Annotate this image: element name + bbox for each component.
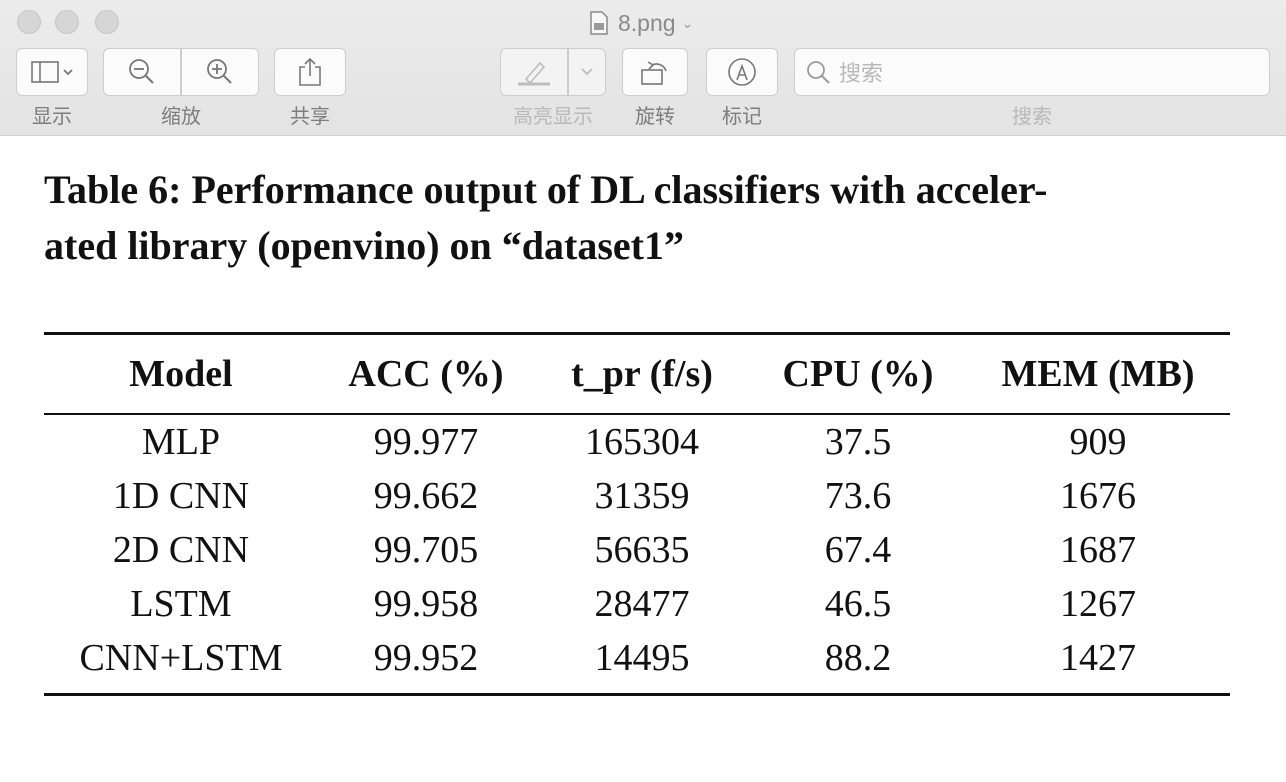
highlighter-icon [518, 61, 550, 86]
rotate-label: 旋转 [635, 106, 675, 128]
cell-acc: 99.662 [373, 475, 479, 517]
table-row: LSTM 99.958 28477 46.5 1267 [44, 577, 1230, 631]
table-row: CNN+LSTM 99.952 14495 88.2 1427 [44, 631, 1230, 685]
cell-mem: 909 [1069, 421, 1127, 463]
rotate-button[interactable] [622, 48, 688, 96]
zoom-out-icon [129, 59, 154, 84]
cell-model: 1D CNN [112, 475, 250, 517]
sidebar-icon [31, 61, 73, 83]
cell-mem: 1427 [1060, 637, 1136, 679]
chevron-down-icon [581, 68, 593, 76]
cell-mem: 1267 [1060, 583, 1136, 625]
share-button[interactable] [274, 48, 346, 96]
table-header-row: Model ACC (%) t_pr (f/s) CPU (%) MEM (MB… [44, 335, 1230, 413]
cell-model: MLP [141, 421, 221, 463]
cell-acc: 99.958 [373, 583, 479, 625]
cell-acc: 99.952 [373, 637, 479, 679]
header-tpr: t_pr (f/s) [571, 353, 713, 395]
close-window-button[interactable] [17, 10, 41, 34]
cell-cpu: 46.5 [824, 583, 892, 625]
view-label: 显示 [32, 106, 72, 128]
cell-cpu: 88.2 [824, 637, 892, 679]
share-label: 共享 [290, 106, 330, 128]
markup-icon [728, 58, 756, 86]
table-caption: Table 6: Performance output of DL classi… [44, 162, 1254, 274]
search-icon [807, 61, 830, 84]
search-input[interactable]: 搜索 [794, 48, 1270, 96]
highlight-label: 高亮显示 [513, 106, 593, 128]
cell-cpu: 73.6 [824, 475, 892, 517]
chevron-down-icon: ⌄ [681, 14, 694, 31]
table-top-rule [44, 332, 1230, 335]
zoom-in-button[interactable] [181, 48, 259, 96]
caption-line-2: ated library (openvino) on “dataset1” [44, 223, 684, 268]
caption-line-1: Table 6: Performance output of DL classi… [44, 167, 1048, 212]
cell-tpr: 14495 [594, 637, 690, 679]
zoom-out-button[interactable] [103, 48, 181, 96]
cell-cpu: 37.5 [824, 421, 892, 463]
cell-mem: 1687 [1060, 529, 1136, 571]
table-row: 1D CNN 99.662 31359 73.6 1676 [44, 469, 1230, 523]
header-acc: ACC (%) [348, 353, 504, 395]
cell-tpr: 165304 [585, 421, 699, 463]
table-mid-rule [44, 413, 1230, 415]
window-title-text: 8.png [618, 9, 676, 36]
cell-model: 2D CNN [112, 529, 250, 571]
cell-model: LSTM [130, 583, 232, 625]
zoom-in-icon [207, 59, 232, 84]
cell-model: CNN+LSTM [79, 637, 283, 679]
highlight-options-button[interactable] [568, 48, 606, 96]
toolbar: 8.png ⌄ 显示 缩放 共享 [0, 0, 1286, 136]
zoom-window-button[interactable] [95, 10, 119, 34]
document-icon [590, 11, 608, 35]
cell-tpr: 56635 [594, 529, 690, 571]
cell-tpr: 28477 [594, 583, 690, 625]
cell-cpu: 67.4 [824, 529, 892, 571]
table-row: MLP 99.977 165304 37.5 909 [44, 415, 1230, 469]
window-title[interactable]: 8.png ⌄ [590, 8, 693, 38]
cell-tpr: 31359 [594, 475, 690, 517]
minimize-window-button[interactable] [55, 10, 79, 34]
search-placeholder: 搜索 [839, 61, 884, 86]
cell-mem: 1676 [1060, 475, 1136, 517]
markup-label: 标记 [722, 106, 762, 128]
header-model: Model [129, 353, 233, 395]
header-cpu: CPU (%) [782, 353, 934, 395]
share-icon [299, 57, 321, 86]
search-label: 搜索 [1012, 106, 1052, 128]
cell-acc: 99.705 [373, 529, 479, 571]
table-row: 2D CNN 99.705 56635 67.4 1687 [44, 523, 1230, 577]
rotate-icon [641, 61, 667, 85]
view-menu-button[interactable] [16, 48, 88, 96]
markup-button[interactable] [706, 48, 778, 96]
results-table: Model ACC (%) t_pr (f/s) CPU (%) MEM (MB… [44, 332, 1230, 696]
zoom-label: 缩放 [161, 106, 201, 128]
header-mem: MEM (MB) [1001, 353, 1195, 395]
cell-acc: 99.977 [373, 421, 479, 463]
table-bottom-rule [44, 693, 1230, 696]
highlight-button[interactable] [500, 48, 568, 96]
